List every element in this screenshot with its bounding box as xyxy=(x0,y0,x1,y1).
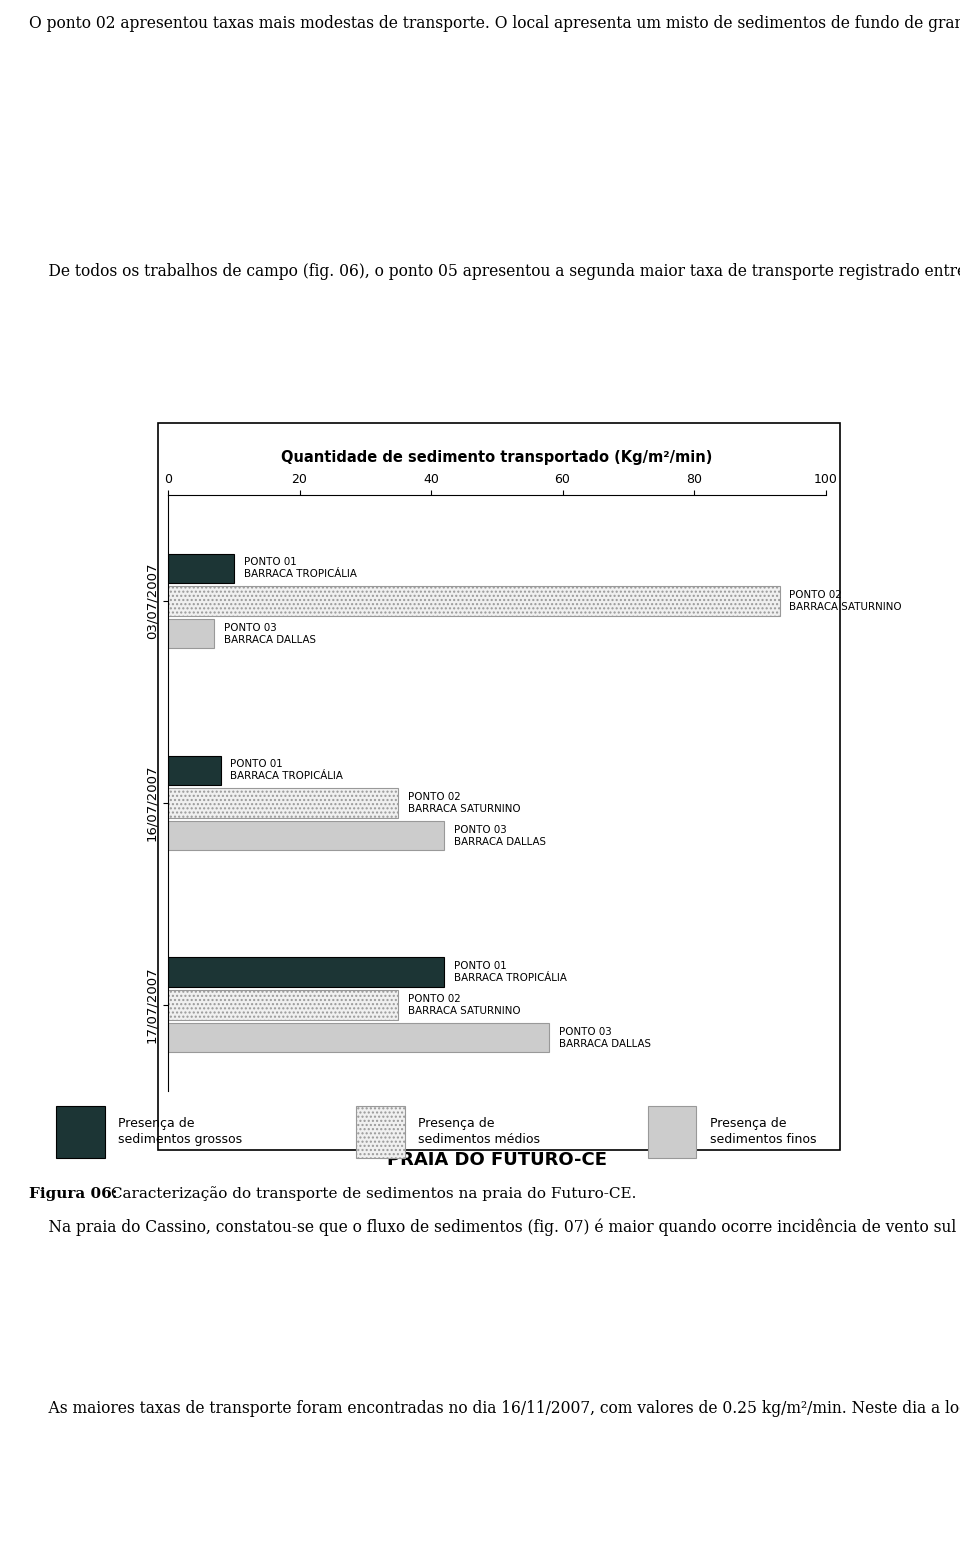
Text: PONTO 02
BARRACA SATURNINO: PONTO 02 BARRACA SATURNINO xyxy=(408,994,520,1015)
Title: Quantidade de sedimento transportado (Kg/m²/min): Quantidade de sedimento transportado (Kg… xyxy=(281,449,712,464)
Text: Presença de
sedimentos finos: Presença de sedimentos finos xyxy=(709,1116,816,1147)
Bar xyxy=(56,1105,105,1158)
Text: Figura 06:: Figura 06: xyxy=(29,1186,117,1201)
Text: Na praia do Cassino, constatou-se que o fluxo de sedimentos (fig. 07) é maior qu: Na praia do Cassino, constatou-se que o … xyxy=(29,1218,960,1235)
Text: PONTO 01
BARRACA TROPICÁLIA: PONTO 01 BARRACA TROPICÁLIA xyxy=(454,961,567,983)
Text: PONTO 01
BARRACA TROPICÁLIA: PONTO 01 BARRACA TROPICÁLIA xyxy=(244,557,356,579)
Bar xyxy=(168,619,214,649)
Text: PRAIA DO FUTURO-CE: PRAIA DO FUTURO-CE xyxy=(387,1150,607,1169)
Text: O ponto 02 apresentou taxas mais modestas de transporte. O local apresenta um mi: O ponto 02 apresentou taxas mais modesta… xyxy=(29,15,960,33)
Bar xyxy=(168,587,780,616)
Bar xyxy=(168,755,221,785)
Text: PONTO 01
BARRACA TROPICÁLIA: PONTO 01 BARRACA TROPICÁLIA xyxy=(230,759,344,782)
Bar xyxy=(168,1023,549,1053)
Text: PONTO 03
BARRACA DALLAS: PONTO 03 BARRACA DALLAS xyxy=(224,622,316,646)
Bar xyxy=(168,788,398,817)
Text: PONTO 02
BARRACA SATURNINO: PONTO 02 BARRACA SATURNINO xyxy=(789,590,902,611)
Bar xyxy=(648,1105,696,1158)
Bar xyxy=(168,820,444,850)
Bar xyxy=(168,957,444,988)
Text: De todos os trabalhos de campo (fig. 06), o ponto 05 apresentou a segunda maior : De todos os trabalhos de campo (fig. 06)… xyxy=(29,263,960,280)
Bar xyxy=(168,554,234,584)
Text: Caracterização do transporte de sedimentos na praia do Futuro-CE.: Caracterização do transporte de sediment… xyxy=(106,1186,636,1201)
Bar xyxy=(356,1105,405,1158)
Text: PONTO 03
BARRACA DALLAS: PONTO 03 BARRACA DALLAS xyxy=(560,1026,651,1048)
Text: Presença de
sedimentos grossos: Presença de sedimentos grossos xyxy=(118,1116,242,1147)
Text: Presença de
sedimentos médios: Presença de sedimentos médios xyxy=(419,1116,540,1147)
Bar xyxy=(168,991,398,1020)
Text: PONTO 03
BARRACA DALLAS: PONTO 03 BARRACA DALLAS xyxy=(454,825,546,847)
Text: PONTO 02
BARRACA SATURNINO: PONTO 02 BARRACA SATURNINO xyxy=(408,793,520,814)
Text: As maiores taxas de transporte foram encontradas no dia 16/11/2007, com valores : As maiores taxas de transporte foram enc… xyxy=(29,1399,960,1416)
